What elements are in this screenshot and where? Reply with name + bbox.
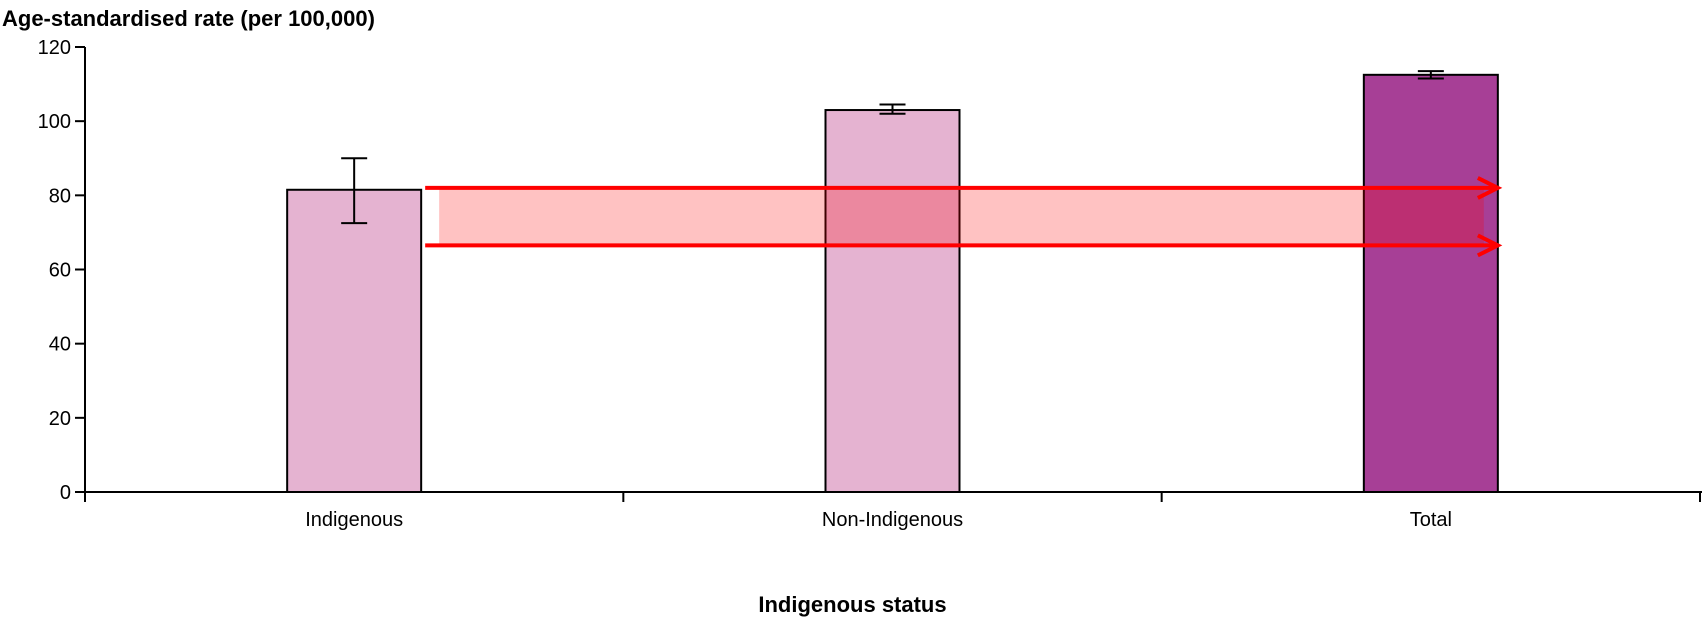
bar-indigenous (286, 188, 423, 493)
x-tick-label: Non-Indigenous (822, 509, 963, 531)
y-tick-label: 120 (38, 37, 71, 59)
y-tick-label: 40 (49, 334, 71, 356)
arrow-lower-head (1476, 233, 1503, 258)
x-tick-label: Total (1410, 509, 1452, 531)
y-tick-label: 80 (49, 185, 71, 207)
x-tick-label: Indigenous (305, 509, 403, 531)
bar-non-indigenous (824, 109, 961, 494)
y-axis-title: Age-standardised rate (per 100,000) (2, 6, 375, 31)
x-axis-title: Indigenous status (758, 592, 947, 617)
y-tick-label: 60 (49, 260, 71, 282)
y-tick-label: 100 (38, 111, 71, 133)
y-tick-label: 0 (60, 482, 71, 504)
arrow-upper-head (1476, 176, 1503, 200)
bar-total (1362, 73, 1499, 493)
highlight-band (439, 187, 1484, 246)
y-tick-label: 20 (49, 408, 71, 430)
